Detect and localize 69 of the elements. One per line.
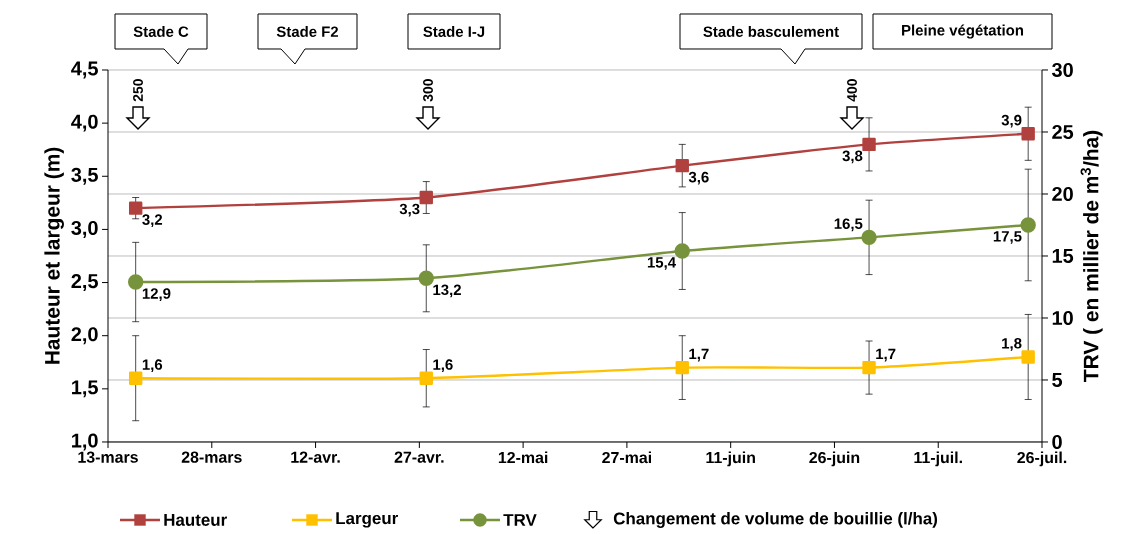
annotation: 400 — [847, 79, 857, 102]
y-tick-label: 2,0 — [71, 327, 98, 345]
text: Pleine végétation — [902, 24, 1024, 39]
y-tick-label: 4,0 — [71, 114, 98, 132]
point — [1020, 217, 1036, 233]
x-tick-label: 12-mai — [498, 451, 548, 464]
y-tick-label: 1,0 — [72, 433, 98, 451]
data-label: 3,9 — [1001, 114, 1022, 128]
data-label: 1,7 — [876, 348, 896, 362]
y2-tick-label: 0 — [1052, 434, 1062, 450]
point — [418, 270, 434, 287]
data-label: 13,2 — [433, 284, 461, 298]
text: Changement de volume de bouillie (l/ha) — [613, 512, 938, 528]
x-tick-label: 13-mars — [78, 451, 138, 463]
point — [861, 229, 877, 246]
data-label: 3,8 — [842, 150, 863, 164]
text: Stade C — [133, 26, 189, 37]
x-tick-label: 26-juil. — [1017, 451, 1067, 467]
legend-label: Hauteur — [164, 514, 227, 526]
point — [862, 137, 876, 152]
data-label: 3,6 — [688, 171, 709, 185]
data-label: 17,5 — [993, 231, 1022, 244]
y2-tick-label: 10 — [1052, 310, 1073, 326]
data-label: 3,2 — [142, 214, 163, 228]
point — [127, 274, 144, 290]
text: Stade F2 — [276, 26, 339, 37]
x-tick-label: 12-avr. — [291, 451, 340, 463]
point — [128, 371, 143, 385]
y2-tick-label: 5 — [1052, 373, 1063, 387]
y2-tick-label: 20 — [1052, 186, 1073, 202]
data-label: 3,3 — [399, 203, 420, 217]
point — [675, 360, 689, 375]
data-label: 12,9 — [142, 288, 171, 301]
x-tick-label: 11-juil. — [914, 451, 962, 467]
data-label: 1,7 — [689, 348, 709, 362]
data-label: 1,6 — [142, 359, 163, 373]
x-tick-label: 27-avr. — [394, 451, 444, 463]
x-tick-label: 11-juin — [706, 451, 755, 467]
point — [674, 243, 690, 259]
y-tick-label: 2,5 — [71, 274, 98, 292]
point — [1021, 127, 1035, 141]
y2-tick-label: 25 — [1052, 124, 1074, 140]
y-tick-label: 3,5 — [71, 167, 98, 185]
y2-tick-label: 30 — [1051, 62, 1073, 78]
text: Stade basculement — [703, 26, 839, 37]
data-label: 1,8 — [1002, 338, 1022, 351]
data-label: 1,6 — [433, 359, 453, 373]
annotation: 250 — [133, 79, 143, 102]
point — [862, 360, 876, 375]
x-tick-label: 27-mai — [602, 451, 652, 464]
point — [419, 190, 433, 205]
point — [1021, 350, 1035, 364]
x-tick-label: 28-mars — [181, 451, 242, 463]
y-tick-label: 3,0 — [71, 220, 98, 238]
y2-tick-label: 15 — [1052, 249, 1074, 263]
point — [675, 158, 689, 173]
data-label: 15,4 — [647, 257, 676, 270]
point — [419, 371, 433, 385]
x-tick-label: 26-juin — [809, 451, 860, 467]
annotation: 300 — [423, 79, 433, 102]
text: Stade I-J — [423, 26, 485, 37]
y-axis-title: Hauteur et largeur (m) — [44, 147, 64, 364]
legend-label: TRV — [503, 514, 537, 526]
y2-axis-title: TRV ( en millier de m$^{3}$/ha) — [1080, 130, 1103, 382]
y-tick-label: 1,5 — [72, 380, 98, 398]
y-tick-label: 4,5 — [71, 61, 98, 79]
point — [128, 201, 143, 215]
data-label: 16,5 — [834, 218, 863, 232]
legend-label: Largeur — [336, 512, 398, 528]
